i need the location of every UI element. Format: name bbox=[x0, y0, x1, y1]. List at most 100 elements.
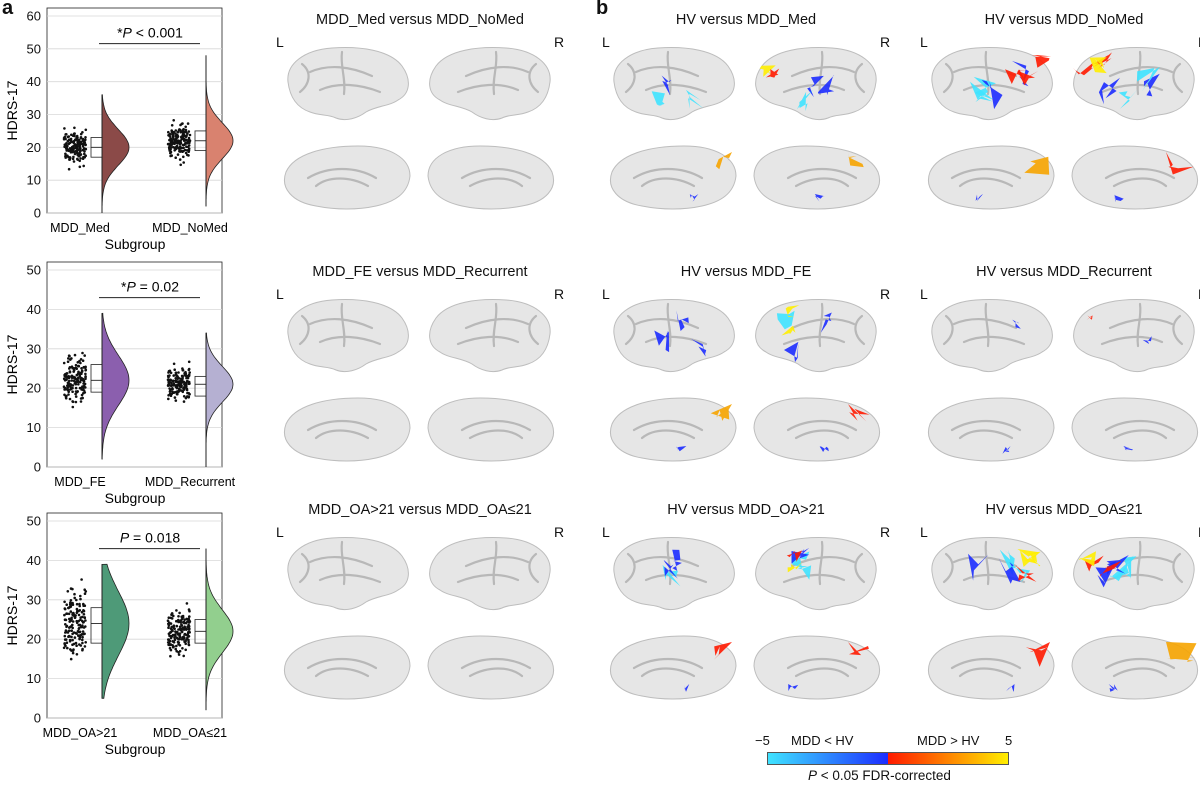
data-point bbox=[180, 615, 183, 618]
negative-cluster bbox=[689, 194, 699, 202]
data-point bbox=[184, 125, 187, 129]
data-point bbox=[187, 608, 191, 611]
data-point bbox=[81, 144, 85, 148]
data-point bbox=[64, 618, 68, 622]
brain-panel-2: HV versus MDD_Med L R bbox=[596, 4, 896, 234]
y-tick-label: 30 bbox=[27, 107, 41, 122]
data-point bbox=[185, 145, 188, 148]
data-point bbox=[74, 400, 78, 404]
sulcus bbox=[782, 335, 846, 346]
data-point bbox=[184, 642, 187, 646]
positive-cluster bbox=[1089, 57, 1107, 74]
data-point bbox=[64, 154, 67, 158]
sulcus bbox=[308, 555, 374, 568]
data-point bbox=[180, 381, 184, 384]
data-point bbox=[75, 653, 79, 656]
y-tick-label: 40 bbox=[27, 74, 41, 89]
data-point bbox=[177, 371, 180, 374]
sulcus bbox=[634, 317, 700, 330]
data-point bbox=[77, 376, 80, 380]
data-point bbox=[188, 615, 191, 618]
data-point bbox=[187, 623, 190, 627]
data-point bbox=[168, 132, 172, 136]
data-point bbox=[63, 634, 67, 638]
data-point bbox=[73, 596, 76, 600]
data-point bbox=[170, 154, 173, 157]
data-point bbox=[187, 630, 190, 634]
brain-panel-title: HV versus MDD_OA>21 bbox=[667, 502, 825, 518]
sulcus bbox=[318, 573, 382, 584]
data-point bbox=[172, 119, 175, 122]
data-point bbox=[66, 590, 70, 593]
data-point bbox=[172, 627, 176, 630]
negative-cluster bbox=[973, 76, 996, 102]
data-point bbox=[84, 619, 87, 622]
y-tick-label: 20 bbox=[27, 381, 41, 396]
data-point bbox=[175, 644, 178, 648]
data-point bbox=[81, 641, 84, 645]
data-point bbox=[79, 400, 83, 403]
negative-cluster bbox=[685, 89, 704, 109]
data-point bbox=[177, 381, 180, 385]
negative-cluster bbox=[1011, 60, 1029, 87]
data-point bbox=[184, 648, 187, 652]
positive-cluster bbox=[1166, 642, 1197, 662]
x-tick-label: MDD_OA>21 bbox=[43, 726, 118, 740]
sulcus bbox=[632, 168, 704, 180]
left-hemisphere-label: L bbox=[920, 524, 928, 540]
data-point bbox=[69, 150, 73, 153]
data-point bbox=[80, 372, 83, 376]
sulcus bbox=[942, 314, 954, 346]
data-point bbox=[81, 359, 85, 363]
colorbar-pos-label: MDD > HV bbox=[917, 733, 980, 748]
data-point bbox=[72, 379, 76, 383]
data-point bbox=[72, 160, 76, 163]
sulcus bbox=[942, 552, 954, 584]
hemisphere-shape bbox=[429, 299, 551, 373]
left-lateral-brain bbox=[931, 47, 1053, 121]
hemisphere-shape bbox=[427, 635, 554, 700]
right-lateral-brain bbox=[429, 299, 551, 373]
data-point bbox=[80, 578, 83, 581]
data-point bbox=[81, 385, 84, 388]
cortex-surface bbox=[610, 397, 737, 462]
data-point bbox=[70, 376, 74, 380]
sulcus bbox=[632, 420, 704, 432]
data-point bbox=[71, 147, 75, 150]
brain-panel-grid: MDD_Med versus MDD_NoMed L R HV versus MDD_… bbox=[262, 0, 1200, 752]
data-point bbox=[67, 138, 71, 141]
significance-p: P bbox=[126, 279, 136, 295]
negative-cluster bbox=[1114, 194, 1124, 202]
data-point bbox=[83, 382, 87, 386]
data-point bbox=[172, 146, 175, 149]
data-point bbox=[182, 155, 185, 159]
data-point bbox=[184, 142, 187, 145]
sulcus bbox=[468, 177, 524, 188]
y-tick-label: 0 bbox=[34, 460, 41, 475]
right-medial-brain bbox=[1071, 397, 1198, 462]
data-point bbox=[65, 372, 68, 375]
right-lateral-brain bbox=[1073, 299, 1195, 373]
negative-cluster bbox=[676, 310, 689, 331]
sulcus bbox=[794, 177, 850, 188]
data-point bbox=[71, 400, 74, 403]
data-point bbox=[185, 602, 189, 605]
sulcus bbox=[634, 65, 700, 78]
hemisphere-shape bbox=[931, 537, 1053, 611]
data-point bbox=[179, 163, 182, 167]
data-point bbox=[171, 133, 175, 137]
positive-cluster bbox=[713, 642, 732, 660]
cortex-surface bbox=[287, 537, 409, 611]
negative-cluster bbox=[1118, 89, 1138, 109]
data-point bbox=[65, 378, 68, 382]
data-point bbox=[172, 374, 175, 377]
sulcus bbox=[624, 314, 636, 346]
brain-panel-8: HV versus MDD_OA>21 L R bbox=[596, 494, 896, 724]
sulcus bbox=[492, 50, 498, 96]
data-point bbox=[183, 633, 186, 636]
right-hemisphere-label: R bbox=[554, 34, 565, 50]
data-point bbox=[175, 609, 178, 612]
left-hemisphere-label: L bbox=[602, 34, 610, 50]
negative-cluster bbox=[814, 194, 825, 202]
